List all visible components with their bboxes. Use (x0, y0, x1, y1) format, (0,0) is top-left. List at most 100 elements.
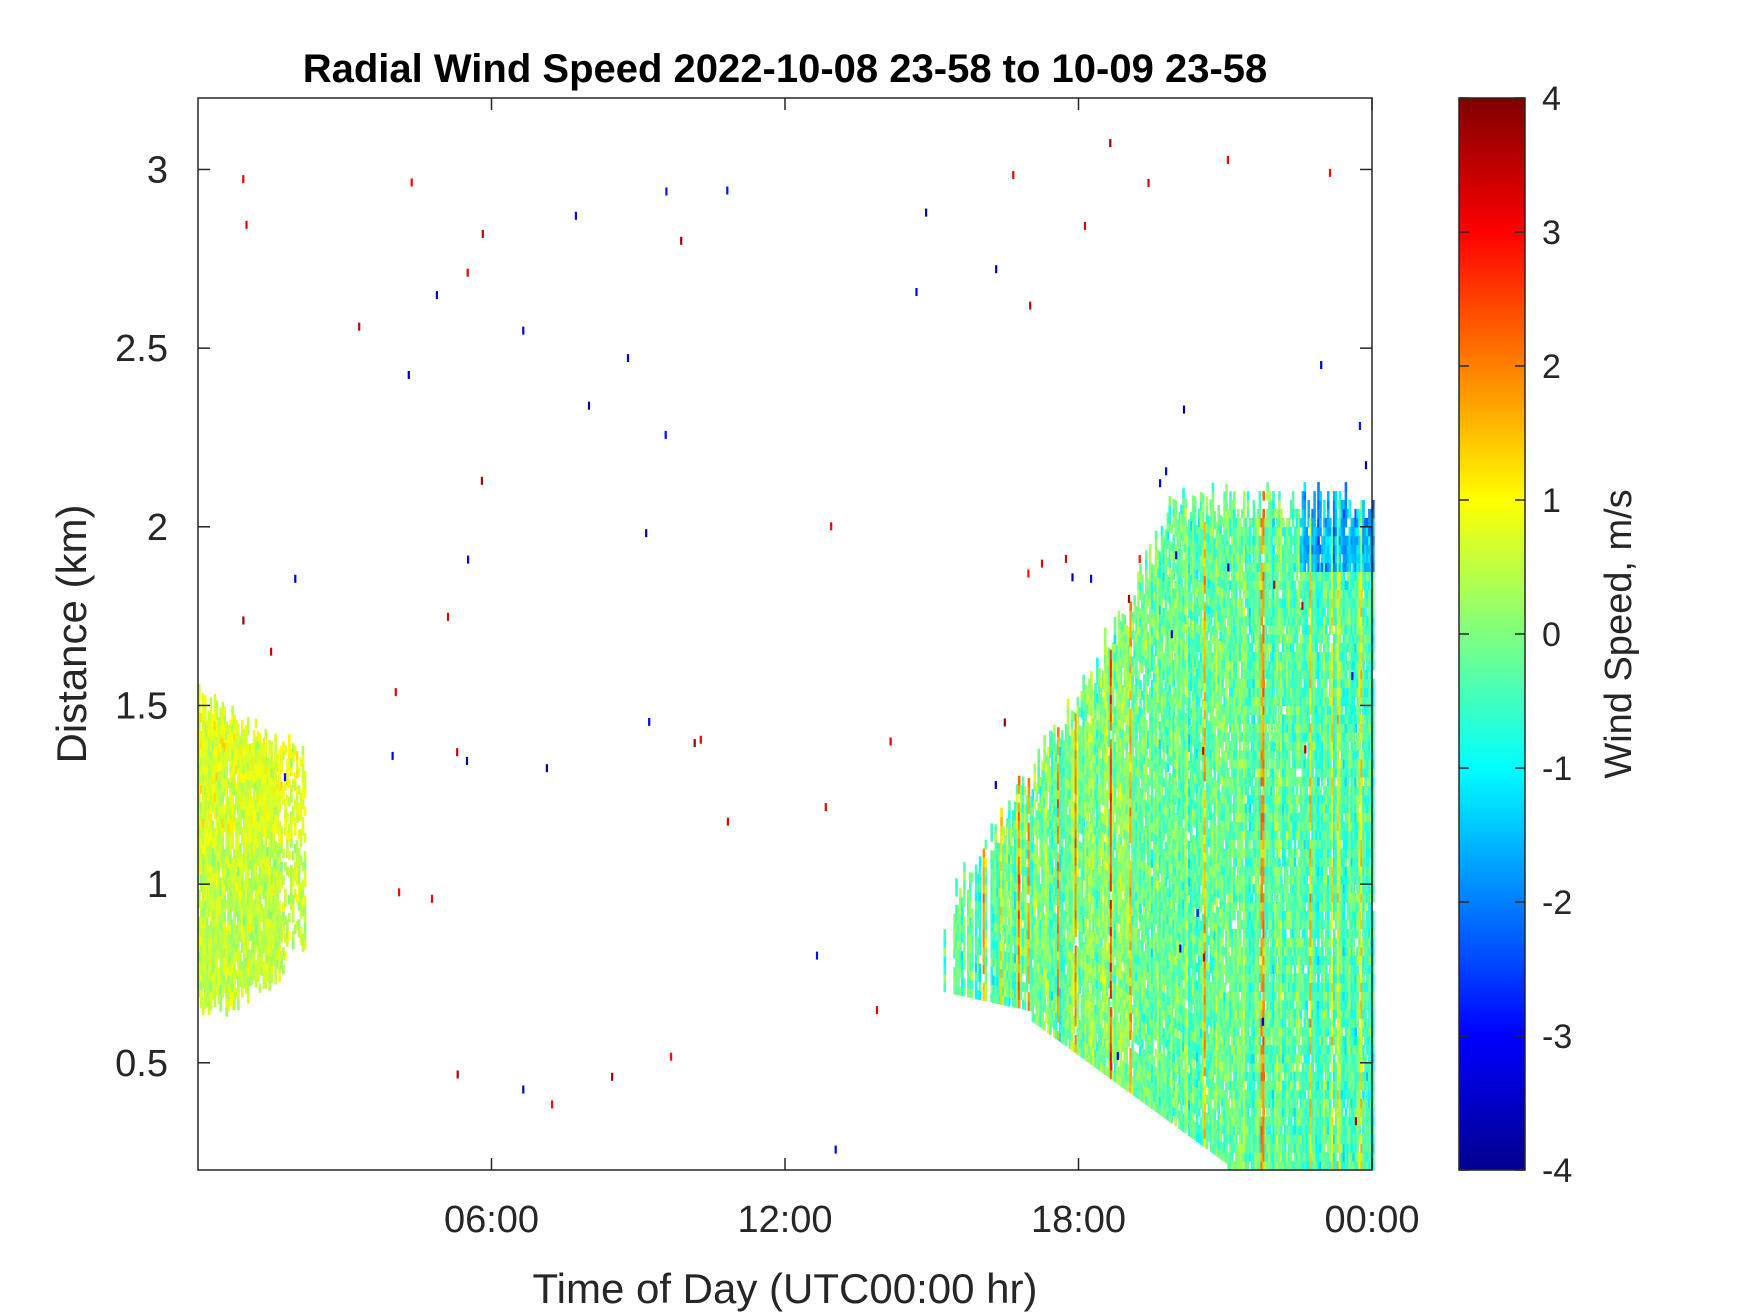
heatmap-cell (297, 767, 301, 777)
heatmap-cell (272, 957, 275, 967)
heatmap-cell (203, 927, 207, 938)
heatmap-cell (295, 786, 299, 797)
heatmap-cell (274, 903, 277, 914)
heatmap-cell (1004, 960, 1007, 970)
heatmap-cell (250, 886, 254, 896)
heatmap-cell (974, 882, 978, 892)
heatmap-cell (219, 912, 223, 923)
heatmap-cell (205, 979, 209, 990)
heatmap-cell (229, 853, 232, 864)
heatmap-cell (217, 878, 221, 888)
heatmap-cell (256, 740, 260, 750)
heatmap-cell (260, 769, 264, 780)
heatmap-cell (209, 911, 213, 922)
heatmap-cell (290, 784, 293, 795)
heatmap-cell (235, 889, 238, 899)
heatmap-cell (278, 919, 281, 929)
heatmap-cell (278, 928, 281, 938)
heatmap-cell (286, 776, 289, 787)
heatmap-cell (1008, 809, 1011, 819)
heatmap-cell (241, 809, 244, 819)
heatmap-cell (288, 743, 291, 753)
heatmap-cell (211, 776, 215, 786)
heatmap-cell (201, 916, 205, 926)
heatmap-cell (959, 950, 962, 960)
heatmap-cell (254, 924, 258, 934)
heatmap-cell (297, 865, 301, 875)
heatmap-cell (252, 899, 256, 909)
heatmap-cell (278, 758, 281, 768)
heatmap-cell (233, 902, 236, 912)
heatmap-cell (266, 909, 270, 920)
heatmap-cell (260, 805, 264, 816)
heatmap-cell (992, 957, 995, 968)
heatmap-cell (233, 723, 236, 733)
heatmap-cell (229, 951, 232, 962)
heatmap-cell (278, 954, 281, 965)
heatmap-cell (274, 841, 277, 851)
heatmap-cell (248, 815, 252, 825)
heatmap-cell (1150, 1046, 1154, 1056)
heatmap-cell (1025, 920, 1029, 930)
heatmap-cell (223, 706, 226, 716)
heatmap-cell (205, 908, 209, 918)
heatmap-cell (280, 915, 283, 925)
heatmap-cell (274, 876, 277, 887)
heatmap-cell (211, 954, 215, 965)
heatmap-cell (211, 820, 215, 831)
heatmap-cell (207, 809, 211, 819)
heatmap-cell (201, 1005, 205, 1016)
heatmap-cell (1019, 990, 1023, 1001)
heatmap-cell (266, 775, 270, 786)
heatmap-cell (963, 933, 966, 943)
heatmap-cell (1017, 990, 1021, 1000)
heatmap-cell (299, 855, 303, 866)
heatmap-cell (223, 965, 226, 976)
heatmap-cell (286, 919, 289, 930)
heatmap-cell (984, 902, 988, 912)
heatmap-cell (268, 856, 271, 866)
heatmap-cell (1000, 986, 1003, 996)
heatmap-cell (1023, 830, 1027, 841)
heatmap-cell (1010, 979, 1013, 989)
heatmap-cell (219, 975, 223, 985)
heatmap-cell (1015, 936, 1019, 946)
heatmap-cell (266, 802, 270, 812)
heatmap-cell (245, 859, 248, 869)
heatmap-cell (241, 979, 244, 989)
heatmap-cell (248, 967, 252, 977)
heatmap-cell (303, 779, 307, 790)
heatmap-cell (245, 832, 248, 842)
heatmap-cell (990, 832, 993, 842)
heatmap-cell (284, 808, 287, 818)
heatmap-cell (274, 805, 277, 815)
heatmap-cell (293, 772, 297, 783)
heatmap-cell (996, 842, 999, 852)
heatmap-cell (221, 728, 225, 739)
heatmap-cell (299, 900, 303, 910)
heatmap-cell (256, 829, 260, 840)
heatmap-cell (290, 820, 293, 830)
heatmap-cell (233, 759, 236, 769)
heatmap-cell (280, 879, 283, 889)
heatmap-cell (217, 914, 221, 924)
heatmap-cell (235, 907, 238, 917)
heatmap-cell (955, 931, 958, 942)
heatmap-cell (286, 848, 289, 858)
heatmap-cell (227, 992, 230, 1003)
heatmap-cell (268, 945, 271, 955)
heatmap-cell (1015, 802, 1019, 812)
heatmap-cell (268, 802, 271, 812)
heatmap-cell (974, 900, 978, 910)
heatmap-cell (301, 826, 305, 836)
heatmap-cell (994, 833, 997, 843)
heatmap-cell (221, 836, 225, 846)
heatmap-cell (1021, 1000, 1025, 1010)
heatmap-cell (268, 918, 271, 929)
heatmap-cell (274, 850, 277, 860)
heatmap-cell (968, 925, 972, 936)
heatmap-cell (270, 911, 273, 921)
heatmap-cell (295, 769, 299, 779)
heatmap-cell (990, 903, 993, 914)
